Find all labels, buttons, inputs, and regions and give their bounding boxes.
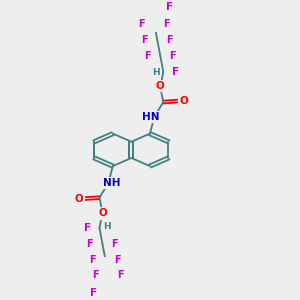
Text: F: F xyxy=(84,223,91,233)
Text: O: O xyxy=(179,96,188,106)
Text: HN: HN xyxy=(142,112,160,122)
Text: F: F xyxy=(141,35,147,45)
Text: H: H xyxy=(103,222,111,231)
Text: F: F xyxy=(138,20,144,29)
Text: F: F xyxy=(111,239,118,249)
Text: NH: NH xyxy=(103,178,121,188)
Text: F: F xyxy=(114,255,121,265)
Text: F: F xyxy=(166,2,173,12)
Text: F: F xyxy=(90,288,97,298)
Text: O: O xyxy=(156,81,165,91)
Text: O: O xyxy=(75,194,84,204)
Text: F: F xyxy=(117,270,124,280)
Text: F: F xyxy=(86,239,92,249)
Text: O: O xyxy=(98,208,107,218)
Text: F: F xyxy=(172,67,179,77)
Text: F: F xyxy=(166,35,172,45)
Text: F: F xyxy=(89,255,95,265)
Text: H: H xyxy=(152,68,160,77)
Text: F: F xyxy=(144,51,150,61)
Text: F: F xyxy=(163,20,169,29)
Text: F: F xyxy=(169,51,175,61)
Text: F: F xyxy=(92,270,98,280)
